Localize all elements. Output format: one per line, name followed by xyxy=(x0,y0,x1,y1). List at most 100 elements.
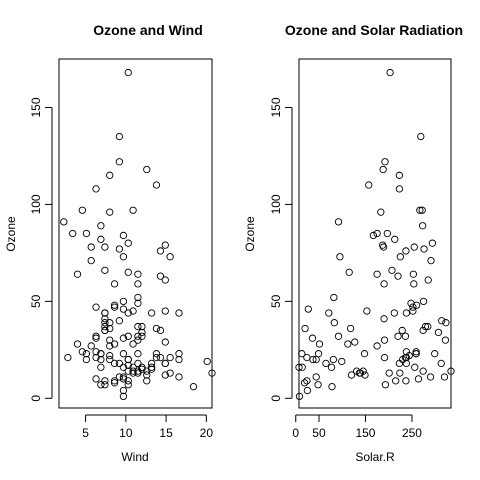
data-point xyxy=(402,377,410,385)
data-point xyxy=(304,305,312,313)
data-point xyxy=(347,371,356,379)
data-point xyxy=(60,218,68,226)
data-point xyxy=(402,359,411,368)
data-point xyxy=(119,386,128,395)
data-point xyxy=(115,132,124,141)
data-point xyxy=(175,373,183,381)
data-point xyxy=(97,222,105,230)
data-point xyxy=(330,293,338,302)
data-point xyxy=(129,363,137,371)
data-point xyxy=(124,367,132,375)
data-point xyxy=(380,280,388,288)
data-point xyxy=(166,253,174,261)
data-point xyxy=(101,315,109,323)
data-point xyxy=(334,332,343,340)
data-point xyxy=(298,350,306,358)
data-point xyxy=(345,268,353,276)
data-point xyxy=(402,348,411,356)
data-point xyxy=(124,309,132,317)
data-point xyxy=(115,245,124,253)
data-point xyxy=(143,367,151,375)
y-tick-label: 100 xyxy=(29,194,43,214)
data-point xyxy=(138,365,146,373)
data-point xyxy=(147,363,156,371)
data-point xyxy=(87,243,95,251)
data-point xyxy=(134,359,142,368)
data-point xyxy=(147,309,156,317)
data-point xyxy=(129,307,137,315)
data-point xyxy=(124,377,132,385)
data-point xyxy=(412,301,421,309)
plot-frame xyxy=(58,58,213,409)
data-point xyxy=(97,355,105,364)
data-point xyxy=(97,350,105,358)
data-point xyxy=(329,355,338,364)
data-point xyxy=(420,245,428,253)
data-point xyxy=(119,253,128,261)
data-point xyxy=(106,355,114,364)
data-point xyxy=(401,353,410,362)
data-point xyxy=(437,359,445,368)
y-tick-label: 50 xyxy=(269,294,283,308)
data-point xyxy=(124,332,132,340)
data-point xyxy=(106,171,114,179)
data-point xyxy=(434,328,443,337)
x-tick-label: 0 xyxy=(292,426,299,440)
data-point xyxy=(394,332,402,340)
y-tick-label: 150 xyxy=(29,97,43,117)
data-point xyxy=(101,326,109,335)
data-point xyxy=(416,206,424,214)
data-point xyxy=(82,355,91,364)
data-point xyxy=(64,353,72,362)
data-point xyxy=(161,276,169,284)
data-point xyxy=(402,247,410,255)
data-point xyxy=(322,359,330,368)
data-point xyxy=(427,256,435,265)
data-point xyxy=(156,272,165,280)
data-point xyxy=(115,158,124,166)
data-point xyxy=(87,342,95,350)
data-point xyxy=(143,377,151,385)
data-point xyxy=(295,392,304,401)
x-tick-label: 50 xyxy=(312,426,326,440)
data-point xyxy=(110,340,119,348)
data-point xyxy=(295,363,303,371)
data-point xyxy=(134,322,142,331)
data-point xyxy=(395,185,404,193)
data-point xyxy=(143,165,151,174)
data-point xyxy=(106,336,114,344)
data-point xyxy=(161,338,169,346)
data-point xyxy=(106,319,114,327)
data-point xyxy=(119,297,128,306)
data-point xyxy=(409,303,417,311)
data-point xyxy=(124,355,132,364)
data-point xyxy=(334,218,343,226)
data-point xyxy=(327,363,336,371)
data-point xyxy=(106,208,114,216)
data-point xyxy=(417,132,425,141)
data-point xyxy=(152,350,161,358)
data-point xyxy=(398,326,406,335)
data-point xyxy=(161,371,169,379)
data-point xyxy=(147,365,156,373)
data-point xyxy=(124,68,132,77)
data-point xyxy=(129,206,137,214)
data-point xyxy=(351,338,359,346)
data-point xyxy=(328,383,336,391)
data-point xyxy=(69,229,77,238)
y-tick-label: 0 xyxy=(29,395,43,402)
data-point xyxy=(101,243,109,251)
data-point xyxy=(106,342,114,350)
data-point xyxy=(175,309,183,317)
data-point xyxy=(325,309,333,317)
data-point xyxy=(442,319,450,327)
data-point xyxy=(380,336,389,344)
data-point xyxy=(402,309,411,317)
data-point xyxy=(119,305,128,313)
data-point xyxy=(395,359,404,368)
data-point xyxy=(338,357,346,366)
data-point xyxy=(428,239,437,247)
data-point xyxy=(315,340,324,348)
data-point xyxy=(385,369,393,377)
